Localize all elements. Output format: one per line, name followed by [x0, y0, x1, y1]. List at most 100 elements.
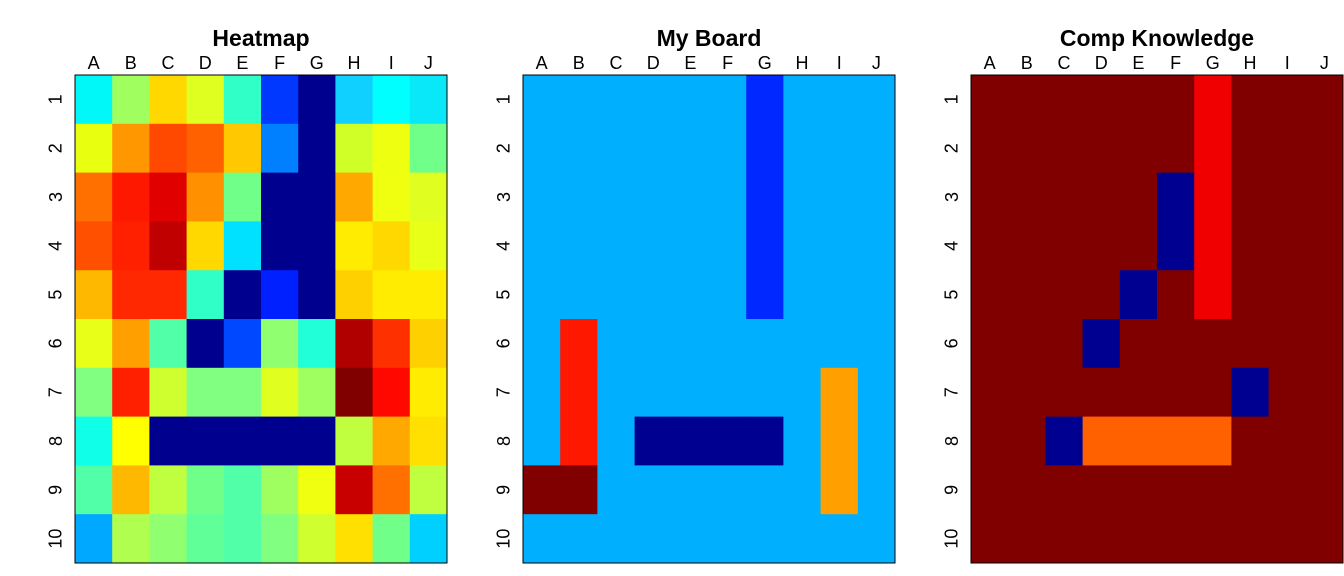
cell — [634, 221, 673, 271]
cell — [149, 514, 188, 564]
cell — [335, 270, 374, 320]
row-label: 1 — [46, 94, 66, 104]
cell — [372, 123, 411, 174]
cell — [671, 416, 710, 466]
cell — [1045, 221, 1084, 271]
cell — [1194, 416, 1232, 466]
cell — [634, 319, 673, 369]
column-label: A — [984, 53, 996, 73]
cell — [523, 172, 561, 222]
cell — [335, 75, 374, 125]
cell — [298, 319, 336, 369]
cell — [971, 319, 1009, 369]
cell — [746, 514, 784, 564]
cell — [1305, 367, 1344, 418]
cell — [1268, 514, 1307, 564]
row-label: 9 — [942, 485, 962, 495]
row-label: 2 — [494, 143, 514, 153]
cell — [783, 75, 822, 125]
cell — [783, 172, 822, 222]
cell — [1157, 416, 1195, 466]
cell — [1157, 172, 1195, 222]
cell — [857, 514, 896, 564]
cell — [1305, 465, 1344, 515]
cell — [223, 319, 262, 369]
board-frame — [970, 74, 1344, 564]
row-label: 2 — [942, 143, 962, 153]
row-label: 1 — [942, 94, 962, 104]
cell — [1045, 123, 1084, 174]
row-label: 10 — [942, 529, 962, 549]
row-label: 5 — [494, 290, 514, 300]
cell — [1231, 172, 1270, 222]
cell — [1231, 416, 1270, 466]
cell — [1157, 465, 1195, 515]
cell — [186, 319, 225, 369]
cell — [971, 465, 1009, 515]
cell — [857, 221, 896, 271]
row-label: 9 — [46, 485, 66, 495]
column-label: E — [236, 53, 248, 73]
cell — [1231, 367, 1270, 418]
cell — [1305, 221, 1344, 271]
cell — [409, 465, 448, 515]
cell — [783, 123, 822, 174]
cell — [149, 465, 188, 515]
cell — [1194, 221, 1232, 271]
cell — [298, 270, 336, 320]
cell — [1119, 270, 1158, 320]
cell — [75, 319, 113, 369]
cell — [1082, 514, 1121, 564]
cell — [1231, 270, 1270, 320]
cell — [409, 221, 448, 271]
cell — [1194, 75, 1232, 125]
column-label: H — [1244, 53, 1257, 73]
column-label: B — [1021, 53, 1033, 73]
cell — [1045, 465, 1084, 515]
cell — [1231, 123, 1270, 174]
cell — [1082, 221, 1121, 271]
cell — [560, 514, 598, 564]
cell — [1082, 172, 1121, 222]
cell — [112, 367, 150, 418]
cell — [372, 270, 411, 320]
row-label: 5 — [46, 290, 66, 300]
cell — [1157, 514, 1195, 564]
cell — [1157, 270, 1195, 320]
cell — [149, 270, 188, 320]
cell — [335, 123, 374, 174]
cell — [112, 465, 150, 515]
board-title: Heatmap — [212, 25, 309, 51]
cell — [75, 416, 113, 466]
cell — [560, 367, 598, 418]
cell — [709, 123, 747, 174]
cell — [1082, 75, 1121, 125]
cell — [746, 75, 784, 125]
cell — [709, 514, 747, 564]
cell — [1268, 123, 1307, 174]
cell — [1305, 319, 1344, 369]
row-label: 2 — [46, 143, 66, 153]
column-label: C — [610, 53, 623, 73]
cell — [597, 221, 636, 271]
cell — [560, 319, 598, 369]
cell — [783, 319, 822, 369]
cell — [1194, 123, 1232, 174]
cell — [597, 514, 636, 564]
cell — [1231, 221, 1270, 271]
cell — [75, 221, 113, 271]
cell — [372, 75, 411, 125]
cell — [634, 75, 673, 125]
cell — [1008, 172, 1046, 222]
cell — [709, 465, 747, 515]
cell — [1305, 123, 1344, 174]
cell — [1157, 75, 1195, 125]
cell — [1305, 514, 1344, 564]
column-label: B — [125, 53, 137, 73]
cell — [1268, 319, 1307, 369]
cell — [112, 221, 150, 271]
cell — [523, 221, 561, 271]
cell — [671, 270, 710, 320]
cell — [523, 75, 561, 125]
cell — [523, 465, 561, 515]
